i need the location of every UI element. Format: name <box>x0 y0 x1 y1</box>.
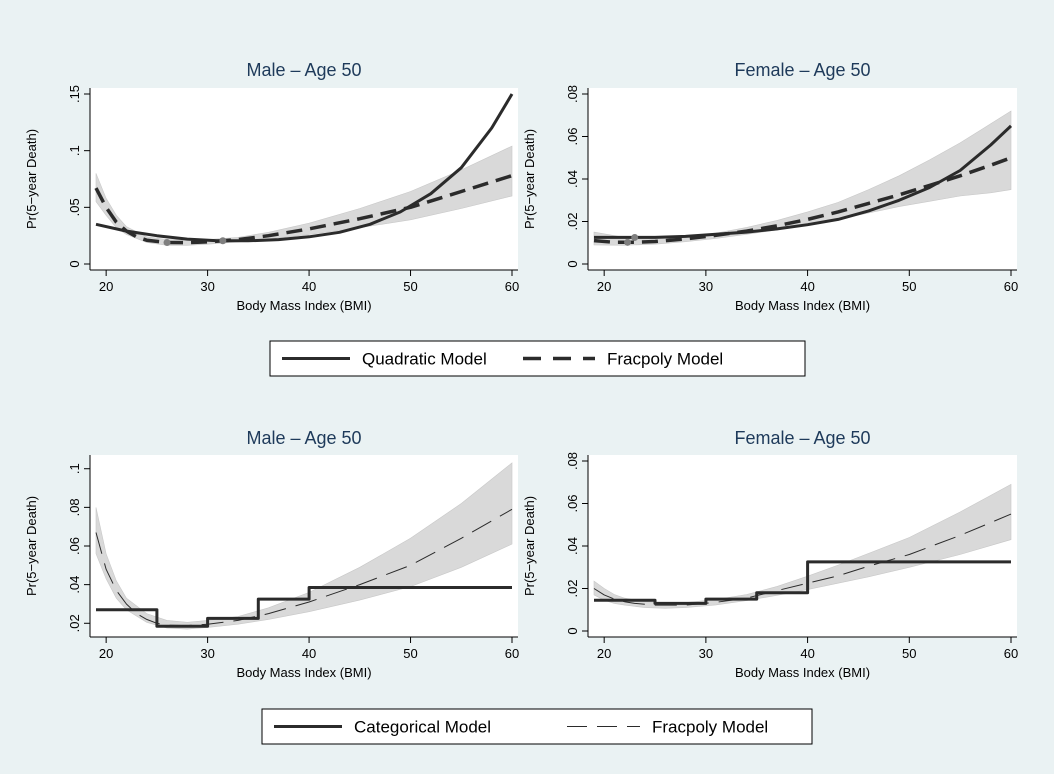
chart-title: Female – Age 50 <box>734 60 870 80</box>
x-tick-label: 30 <box>699 646 713 661</box>
fracpoly-series-line <box>94 173 513 245</box>
x-tick-label: 40 <box>800 279 814 294</box>
x-tick-label: 30 <box>699 279 713 294</box>
y-tick-label: .15 <box>67 85 82 103</box>
data-point <box>163 238 171 246</box>
y-tick-label: .1 <box>67 145 82 156</box>
plot-content <box>593 110 1013 246</box>
plot-content <box>95 462 513 630</box>
chart-panel-1: Male – Age 50 Body Mass Index (BMI) Pr(5−y… <box>24 60 519 313</box>
x-tick-label: 40 <box>302 646 316 661</box>
categorical-series-line <box>594 560 1011 605</box>
x-tick-label: 50 <box>902 646 916 661</box>
legend-label: Fracpoly Model <box>607 350 723 369</box>
x-axis-label: Body Mass Index (BMI) <box>735 298 870 313</box>
legend-2: Categorical Model Fracpoly Model <box>261 708 813 745</box>
data-point <box>219 237 227 245</box>
x-tick-label: 20 <box>597 279 611 294</box>
x-tick-label: 20 <box>597 646 611 661</box>
legend-label: Fracpoly Model <box>652 718 768 737</box>
y-tick-label: .08 <box>67 498 82 516</box>
y-tick-label: .08 <box>565 85 580 103</box>
y-tick-label: .06 <box>565 494 580 512</box>
y-tick-label: .04 <box>565 170 580 188</box>
y-tick-label: .06 <box>565 127 580 145</box>
y-axis-label: Pr(5−year Death) <box>24 129 39 229</box>
x-tick-label: 30 <box>200 279 214 294</box>
chart-title: Male – Age 50 <box>246 428 361 448</box>
x-tick-label: 60 <box>1004 279 1018 294</box>
y-tick-label: .1 <box>67 463 82 474</box>
data-point <box>624 238 632 246</box>
plot-content <box>94 93 514 246</box>
categorical-series-line <box>96 586 512 628</box>
fracpoly-series-line <box>95 508 513 627</box>
chart-panel-4: Female – Age 50 Body Mass Index (BMI) Pr(5… <box>522 428 1018 680</box>
chart-title: Female – Age 50 <box>734 428 870 448</box>
quadratic-series-line <box>594 124 1013 239</box>
quadratic-series-line <box>95 93 514 243</box>
legend-1: Quadratic Model Fracpoly Model <box>269 340 806 377</box>
x-tick-label: 20 <box>99 646 113 661</box>
x-tick-label: 40 <box>302 279 316 294</box>
x-tick-label: 40 <box>800 646 814 661</box>
y-tick-label: 0 <box>67 260 82 267</box>
y-axis-label: Pr(5−year Death) <box>522 496 537 596</box>
y-tick-label: .08 <box>565 452 580 470</box>
y-axis-label: Pr(5−year Death) <box>24 496 39 596</box>
y-tick-label: .04 <box>67 576 82 594</box>
y-tick-label: .02 <box>67 614 82 632</box>
data-point <box>631 233 639 241</box>
legend-label: Quadratic Model <box>362 350 487 369</box>
x-tick-label: 30 <box>200 646 214 661</box>
x-tick-label: 60 <box>505 279 519 294</box>
chart-title: Male – Age 50 <box>246 60 361 80</box>
x-axis-label: Body Mass Index (BMI) <box>735 665 870 680</box>
chart-panel-3: Male – Age 50 Body Mass Index (BMI) Pr(5−y… <box>24 428 519 680</box>
y-tick-label: 0 <box>565 627 580 634</box>
x-tick-label: 50 <box>403 279 417 294</box>
legend-label: Categorical Model <box>354 718 491 737</box>
x-axis-label: Body Mass Index (BMI) <box>236 298 371 313</box>
confidence-band <box>593 110 1012 246</box>
x-tick-label: 20 <box>99 279 113 294</box>
fracpoly-series-line <box>593 513 1012 606</box>
confidence-band <box>95 462 513 630</box>
x-tick-label: 60 <box>505 646 519 661</box>
y-tick-label: 0 <box>565 260 580 267</box>
y-tick-label: .05 <box>67 198 82 216</box>
fracpoly-series-line <box>593 156 1012 245</box>
x-tick-label: 50 <box>403 646 417 661</box>
plot-content <box>593 483 1012 609</box>
x-axis-label: Body Mass Index (BMI) <box>236 665 371 680</box>
legend-box <box>261 708 813 745</box>
chart-panel-2: Female – Age 50 Body Mass Index (BMI) Pr(5… <box>522 60 1018 313</box>
y-axis-label: Pr(5−year Death) <box>522 129 537 229</box>
y-tick-label: .02 <box>565 212 580 230</box>
x-tick-label: 60 <box>1004 646 1018 661</box>
y-tick-label: .04 <box>565 537 580 555</box>
y-tick-label: .06 <box>67 537 82 555</box>
y-tick-label: .02 <box>565 579 580 597</box>
x-tick-label: 50 <box>902 279 916 294</box>
